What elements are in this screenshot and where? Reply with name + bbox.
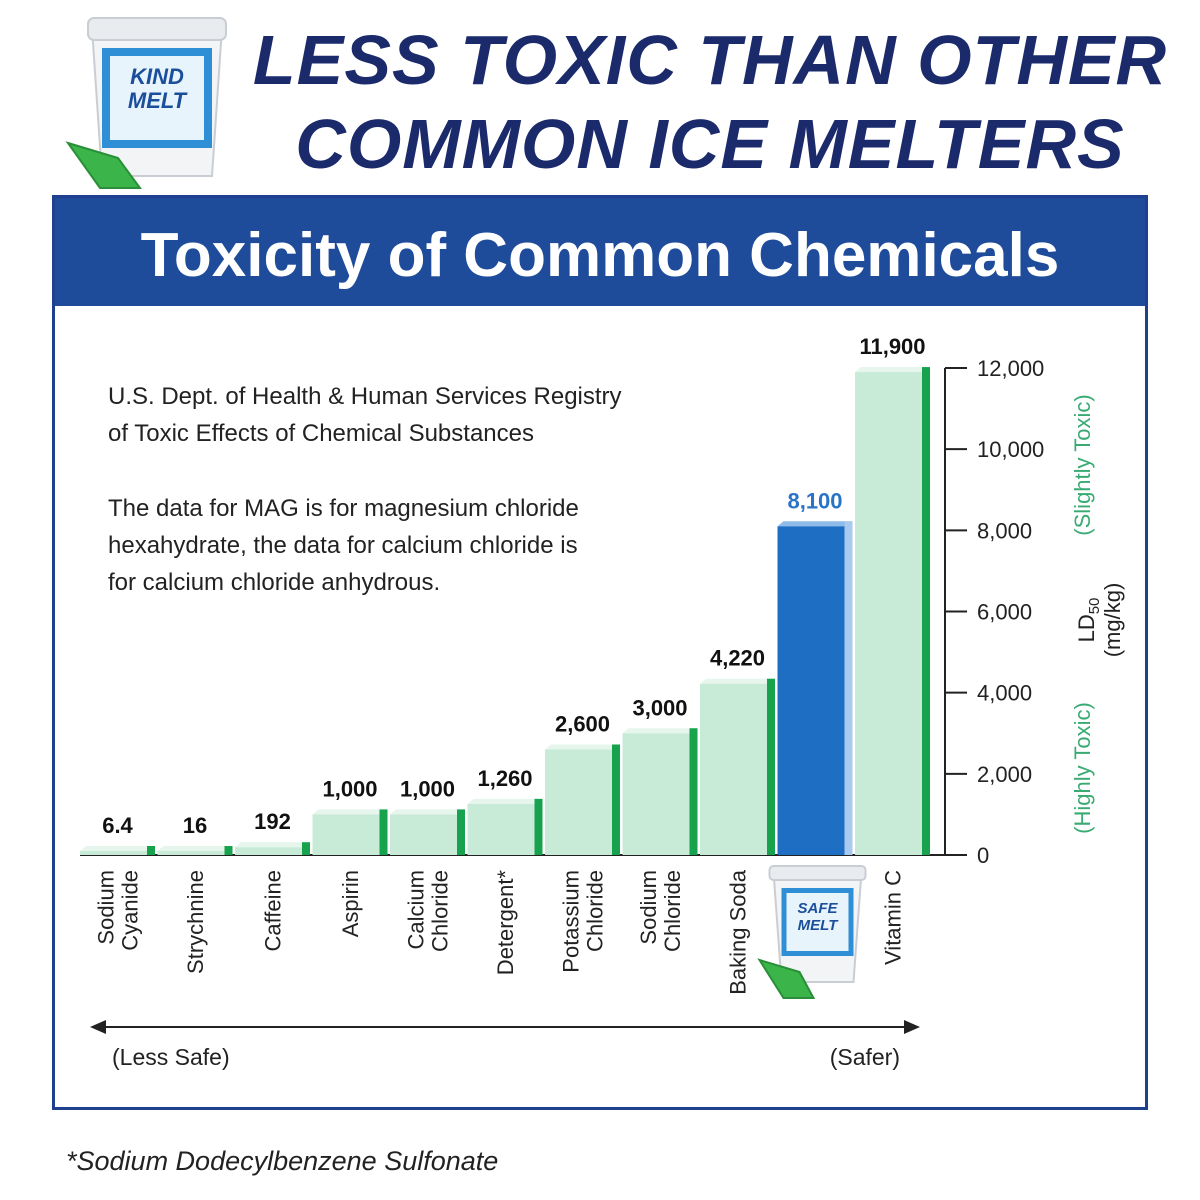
source-note: U.S. Dept. of Health & Human Services Re… (108, 378, 622, 452)
bar-top (700, 678, 775, 684)
highlight-brand-line-2: MELT (798, 917, 840, 934)
footnote: *Sodium Dodecylbenzene Sulfonate (66, 1146, 499, 1176)
bar-value-label: 1,260 (477, 766, 532, 791)
category-label-line-2: Chloride (583, 870, 608, 952)
data-note: The data for MAG is for magnesium chlori… (108, 490, 579, 601)
category-label: Aspirin (338, 870, 363, 937)
category-label: Vitamin C (881, 870, 906, 965)
bar-top (312, 809, 388, 815)
bar (80, 851, 147, 855)
y-tick-label: 6,000 (977, 600, 1032, 625)
bar (855, 372, 922, 855)
bar-side (302, 842, 310, 855)
bar-side (457, 809, 465, 855)
bar-top (80, 846, 155, 851)
product-bucket-image: KIND MELT (65, 17, 227, 189)
headline-line-2: COMMON ICE MELTERS (295, 105, 1125, 183)
category-label: Calcium (404, 870, 429, 949)
y-axis-units: (mg/kg) (1100, 583, 1125, 658)
bar-value-label: 2,600 (555, 711, 610, 736)
bar-side (767, 678, 775, 855)
bar-value-label: 16 (183, 813, 207, 838)
scale-high-label: (Slightly Toxic) (1070, 394, 1095, 535)
bar-top (157, 846, 233, 851)
y-tick-label: 0 (977, 843, 989, 868)
category-label: Strychnine (183, 870, 208, 974)
bar-value-label: 6.4 (102, 813, 133, 838)
bar-top (235, 842, 310, 848)
bar-top (855, 367, 930, 373)
bar (777, 526, 845, 855)
bar (235, 847, 302, 855)
category-label-line-2: Cyanide (118, 870, 143, 951)
y-tick-label: 10,000 (977, 437, 1044, 462)
bar-side (689, 728, 698, 855)
category-label: Potassium (559, 870, 584, 973)
headline: LESS TOXIC THAN OTHER COMMON ICE MELTERS (250, 18, 1170, 186)
bar-value-label: 11,900 (859, 334, 925, 359)
bar-value-label: 1,000 (322, 776, 377, 801)
bar (157, 851, 225, 855)
product-brand-line-1: KIND (130, 64, 184, 89)
bar-value-label: 3,000 (632, 695, 687, 720)
highlight-bucket-label-inner (786, 893, 849, 951)
bar-side (844, 521, 853, 855)
bar (467, 803, 535, 855)
source-line-1: U.S. Dept. of Health & Human Services Re… (108, 383, 622, 410)
headline-line-1: LESS TOXIC THAN OTHER (252, 21, 1168, 99)
bar-value-label: 192 (254, 809, 291, 834)
bar-value-label: 1,000 (400, 776, 455, 801)
category-label: Sodium (94, 870, 119, 945)
bar-top (390, 809, 465, 815)
bar-side (224, 846, 233, 855)
bar-side (147, 846, 155, 855)
category-label-line-2: Chloride (428, 870, 453, 952)
category-label-line-2: Chloride (660, 870, 685, 952)
arrow-right-label: (Safer) (830, 1044, 900, 1070)
highlight-brand-line-1: SAFE (797, 900, 838, 917)
highlight-scoop (757, 958, 816, 999)
bar-side (922, 367, 930, 855)
chart-panel: Toxicity of Common Chemicals (52, 195, 1148, 1110)
bar-value-label: 8,100 (787, 488, 842, 513)
bar (390, 814, 457, 855)
arrow-left-label: (Less Safe) (112, 1044, 230, 1070)
category-label: Sodium (636, 870, 661, 945)
bar-side (534, 798, 543, 855)
bar-top (545, 744, 620, 750)
scale-low-label: (Highly Toxic) (1070, 702, 1095, 834)
category-label: Baking Soda (726, 869, 751, 995)
safety-arrow-left-head (90, 1020, 106, 1034)
bar (622, 733, 690, 855)
bar-side (612, 744, 620, 855)
bar-value-label: 4,220 (710, 646, 765, 671)
y-tick-label: 12,000 (977, 356, 1044, 381)
category-label: Detergent* (493, 870, 518, 976)
note-line-1: The data for MAG is for magnesium chlori… (108, 495, 579, 522)
chart-title: Toxicity of Common Chemicals (55, 198, 1145, 306)
highlight-bucket-lid (768, 865, 867, 881)
bar (545, 749, 612, 855)
bar-side (379, 809, 388, 855)
source-line-2: of Toxic Effects of Chemical Substances (108, 420, 534, 447)
note-line-3: for calcium chloride anhydrous. (108, 569, 441, 596)
category-label: Caffeine (261, 870, 286, 952)
safety-arrow-right-head (904, 1020, 920, 1034)
product-brand-line-2: MELT (128, 88, 188, 113)
bar-top (622, 728, 698, 734)
y-tick-label: 4,000 (977, 681, 1032, 706)
bar (312, 814, 380, 855)
bar-top (777, 521, 853, 527)
y-tick-label: 8,000 (977, 518, 1032, 543)
y-tick-label: 2,000 (977, 762, 1032, 787)
bar (700, 683, 767, 855)
y-axis-title: LD50 (1074, 598, 1103, 643)
bar-top (467, 798, 543, 804)
note-line-2: hexahydrate, the data for calcium chlori… (108, 532, 578, 559)
